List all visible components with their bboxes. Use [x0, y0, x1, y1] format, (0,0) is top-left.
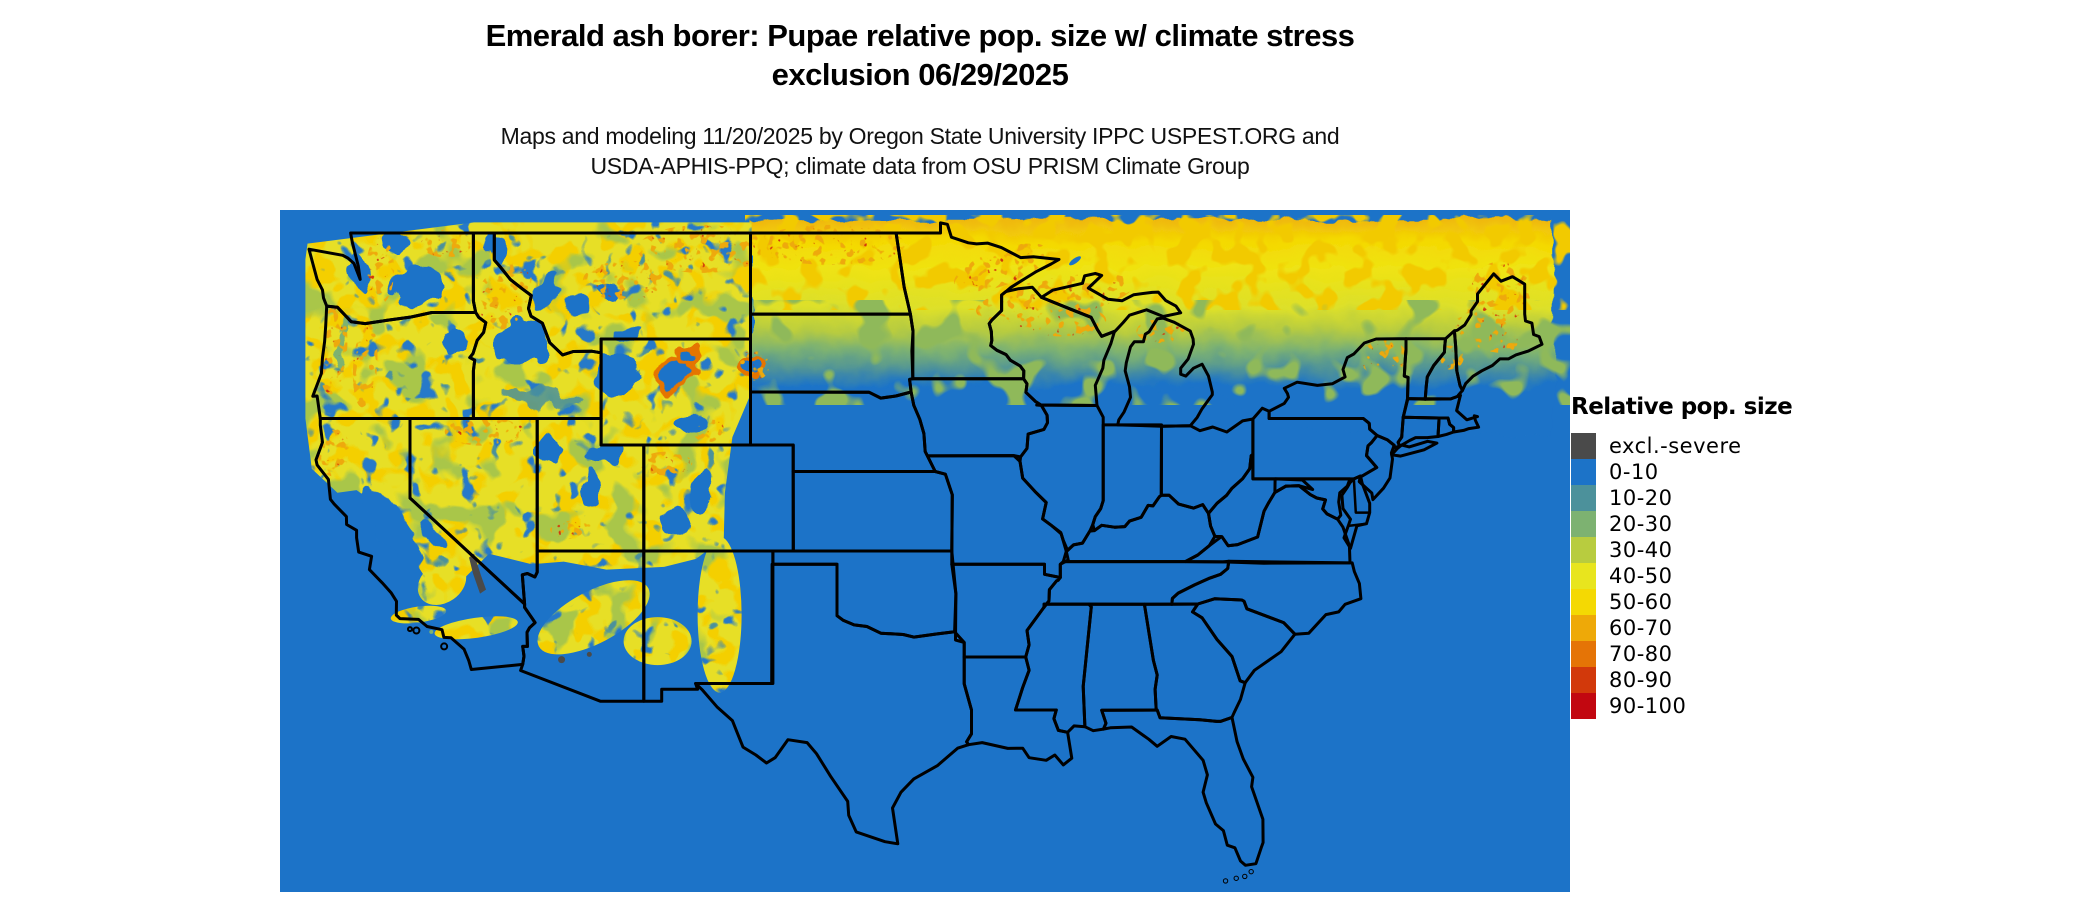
legend-item-label: 10-20: [1609, 486, 1673, 510]
legend-swatch: [1571, 485, 1596, 511]
legend-item-label: 90-100: [1609, 694, 1687, 718]
channel-island: [429, 629, 434, 634]
legend-swatch: [1571, 641, 1596, 667]
florida-key: [1233, 875, 1239, 881]
state-border-miu: [1040, 272, 1183, 338]
legend-swatch: [1571, 459, 1596, 485]
state-border-dmv: [1340, 474, 1372, 550]
legend-swatch: [1571, 667, 1596, 693]
state-border-ma: [1401, 393, 1481, 434]
state-border-tx: [694, 562, 973, 846]
map-title-line1: Emerald ash borer: Pupae relative pop. s…: [485, 18, 1355, 53]
legend-item: 0-10: [1571, 459, 1831, 485]
severe-exclusion-spots: [469, 553, 592, 664]
legend-item: 20-30: [1571, 511, 1831, 537]
state-border-me: [1452, 272, 1544, 392]
legend-swatch: [1571, 537, 1596, 563]
map-subtitle-line2: USDA-APHIS-PPQ; climate data from OSU PR…: [590, 153, 1250, 179]
legend-item-label: excl.-severe: [1609, 434, 1742, 458]
legend-item-label: 70-80: [1609, 642, 1673, 666]
map-title-line2: exclusion 06/29/2025: [771, 57, 1069, 92]
florida-key: [1242, 873, 1248, 880]
legend-swatch: [1571, 615, 1596, 641]
legend-swatch: [1571, 693, 1596, 719]
legend-item: 50-60: [1571, 589, 1831, 615]
state-borders: [307, 221, 1544, 867]
legend-title: Relative pop. size: [1571, 394, 1793, 420]
channel-island: [406, 626, 413, 633]
legend-item: 70-80: [1571, 641, 1831, 667]
map-subtitle: Maps and modeling 11/20/2025 by Oregon S…: [0, 121, 1840, 181]
legend-item-label: 60-70: [1609, 616, 1673, 640]
legend-items: excl.-severe 0-10 10-20 20-30 30-40 40-50 50-6…: [1571, 433, 1831, 719]
state-border-mil: [1116, 316, 1214, 428]
legend-item-label: 30-40: [1609, 538, 1673, 562]
legend-swatch: [1571, 433, 1596, 459]
state-border-md-va-shore: [1347, 522, 1368, 528]
legend-item: 30-40: [1571, 537, 1831, 563]
channel-island: [412, 626, 421, 635]
isle-royale: [1069, 256, 1081, 266]
state-border-de: [1352, 477, 1371, 514]
state-border-fl: [1100, 708, 1265, 867]
legend-item-label: 80-90: [1609, 668, 1673, 692]
florida-key: [1222, 878, 1229, 884]
islands: [406, 256, 1254, 884]
legend-item: 60-70: [1571, 615, 1831, 641]
legend-item: 10-20: [1571, 485, 1831, 511]
legend-item-label: 40-50: [1609, 564, 1673, 588]
legend-swatch: [1571, 511, 1596, 537]
state-border-sc: [1191, 597, 1297, 685]
state-border-wv: [1207, 453, 1315, 548]
map-legend: Relative pop. size excl.-severe 0-10 10-20…: [1571, 394, 1831, 719]
legend-item: excl.-severe: [1571, 433, 1831, 459]
legend-item: 90-100: [1571, 693, 1831, 719]
map-title: Emerald ash borer: Pupae relative pop. s…: [0, 16, 1840, 94]
channel-island: [440, 642, 449, 651]
state-border-md: [1273, 477, 1352, 521]
state-border-az: [519, 549, 646, 703]
legend-item-label: 0-10: [1609, 460, 1659, 484]
legend-swatch: [1571, 589, 1596, 615]
legend-swatch: [1571, 563, 1596, 589]
legend-item-label: 50-60: [1609, 590, 1673, 614]
map-subtitle-line1: Maps and modeling 11/20/2025 by Oregon S…: [500, 123, 1340, 149]
legend-item-label: 20-30: [1609, 512, 1673, 536]
legend-item: 40-50: [1571, 563, 1831, 589]
florida-key: [1248, 868, 1254, 875]
legend-item: 80-90: [1571, 667, 1831, 693]
